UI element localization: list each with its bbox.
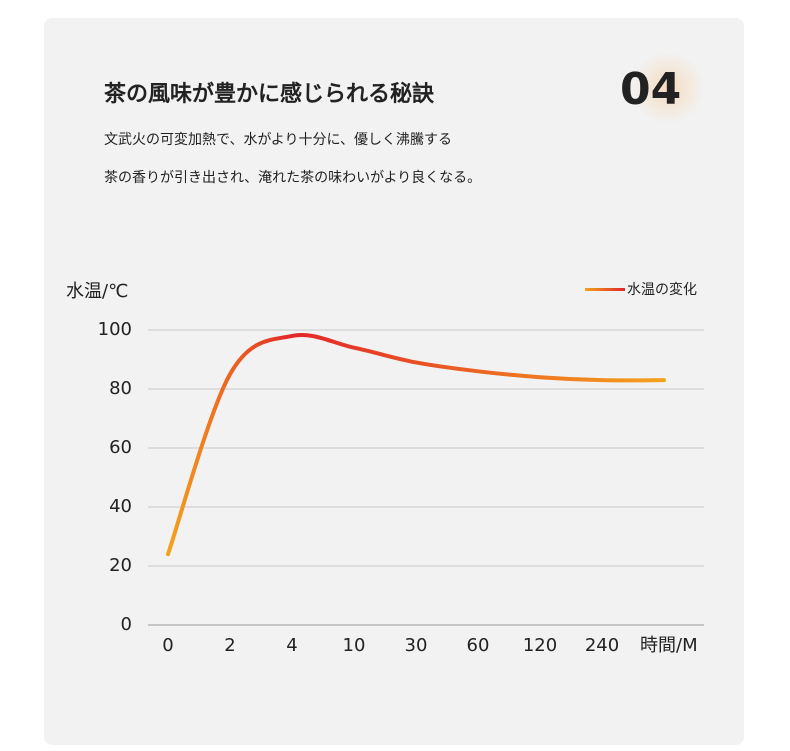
legend-swatch <box>585 288 625 291</box>
section-number: 04 <box>620 64 681 115</box>
y-tick-label: 100 <box>98 319 132 340</box>
x-tick-label: 120 <box>523 635 557 656</box>
y-tick-label: 20 <box>109 555 132 576</box>
x-tick-label: 0 <box>162 635 173 656</box>
y-tick-label: 80 <box>109 378 132 399</box>
data-line <box>166 332 666 557</box>
y-tick-label: 40 <box>109 496 132 517</box>
number-glow <box>632 52 704 124</box>
title: 茶の風味が豊かに感じられる秘訣 <box>104 81 435 107</box>
x-tick-label: 2 <box>224 635 235 656</box>
y-tick-label: 60 <box>109 437 132 458</box>
x-tick-label: 240 <box>585 635 619 656</box>
x-tick-label: 10 <box>343 635 366 656</box>
legend-label: 水温の変化 <box>627 281 697 298</box>
x-tick-label: 4 <box>286 635 297 656</box>
y-tick-label: 0 <box>121 614 132 635</box>
description: 茶の香りが引き出され、淹れた茶の味わいがより良くなる。 <box>104 170 481 186</box>
x-axis-label: 時間/M <box>640 635 698 656</box>
card <box>44 18 744 745</box>
y-axis-label: 水温/℃ <box>66 281 128 302</box>
x-tick-label: 30 <box>405 635 428 656</box>
x-tick-label: 60 <box>467 635 490 656</box>
description: 文武火の可変加熱で、水がより十分に、優しく沸騰する <box>104 131 452 148</box>
